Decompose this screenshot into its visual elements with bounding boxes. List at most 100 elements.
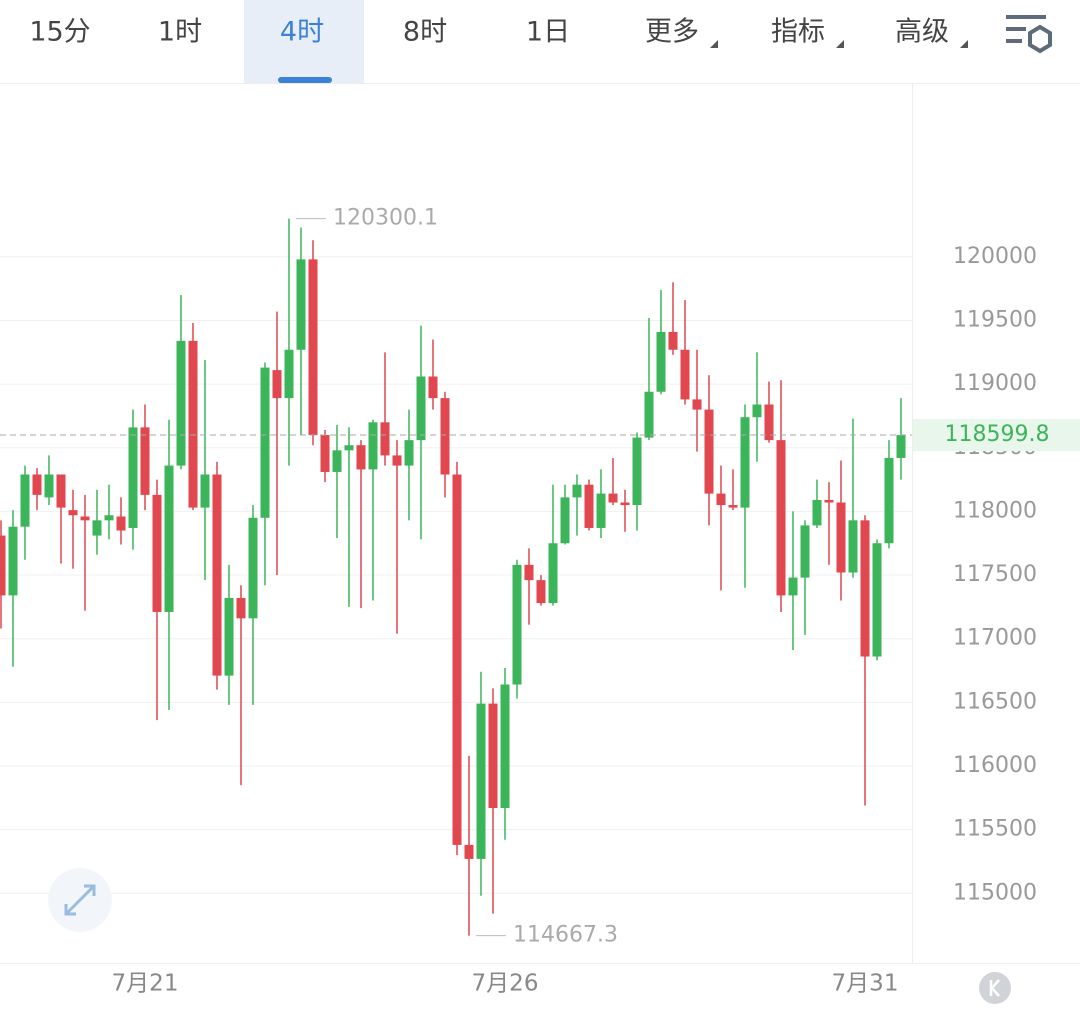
candle-body (728, 505, 738, 508)
candle-body (836, 502, 846, 573)
candle-body (848, 520, 858, 573)
x-tick-label: 7月26 (472, 971, 539, 997)
tab[interactable]: 1日 (526, 17, 570, 48)
candle-body (164, 465, 174, 612)
candle-body (656, 331, 666, 392)
dropdown-arrow (836, 40, 844, 48)
candle-body (488, 703, 498, 808)
candle-body (536, 580, 546, 604)
candle-body (872, 543, 882, 657)
candle-body (200, 474, 210, 508)
candle-body (560, 497, 570, 544)
candle-body (800, 525, 810, 578)
candle-body (680, 349, 690, 400)
candle-body (368, 422, 378, 470)
candle-body (764, 404, 774, 441)
candle-body (884, 457, 894, 544)
k-button[interactable] (979, 972, 1011, 1004)
candle-body (584, 484, 594, 528)
candle-body (452, 474, 462, 845)
candle-body (44, 474, 54, 498)
extreme-label: 114667.3 (513, 923, 618, 948)
expand-icon (64, 884, 96, 916)
last-price-tag (913, 419, 1080, 452)
icon-bar (1006, 15, 1046, 19)
candle-body (92, 520, 102, 536)
toolbar: 15分 1时 4时 8时 1日 更多 指标 高级 (29, 0, 968, 83)
y-tick-label: 115500 (953, 817, 1037, 842)
candle-body (272, 370, 282, 399)
x-tick-label: 7月21 (112, 971, 179, 997)
candle-body (896, 435, 906, 458)
candle-body (620, 502, 630, 506)
candle-body (116, 516, 126, 531)
candle-body (0, 535, 6, 596)
candle-body (440, 398, 450, 475)
k-bg (979, 972, 1011, 1004)
candle-body (500, 684, 510, 808)
tab[interactable]: 8时 (403, 17, 447, 48)
x-tick-label: 7月31 (832, 971, 899, 997)
candle-body (176, 340, 186, 466)
y-tick-label: 118000 (953, 498, 1037, 523)
tab[interactable]: 指标 (771, 17, 825, 48)
candle-body (308, 259, 318, 436)
candle-body (716, 493, 726, 506)
candle-body (260, 367, 270, 518)
tab[interactable]: 4时 (280, 17, 324, 48)
candle-body (608, 493, 618, 503)
y-tick-label: 115000 (953, 880, 1037, 905)
candle-body (704, 409, 714, 494)
y-tick-label: 117500 (953, 562, 1037, 587)
tab[interactable]: 1时 (158, 17, 202, 48)
candle-body (572, 484, 582, 498)
active-tab-bg (244, 0, 364, 83)
extreme-label: 120300.1 (333, 206, 438, 231)
candle-body (140, 427, 150, 495)
candle-body (668, 331, 678, 350)
candle-body (248, 517, 258, 619)
candle-body (548, 543, 558, 604)
candle-body (212, 474, 222, 676)
expand-button[interactable] (48, 868, 112, 932)
candle-body (776, 440, 786, 596)
candle-body (344, 445, 354, 451)
active-tab-indicator (278, 77, 332, 83)
candle-body (392, 455, 402, 466)
candle-body (380, 422, 390, 456)
candle-body (128, 427, 138, 528)
y-tick-label: 119500 (953, 307, 1037, 332)
candle-body (80, 516, 90, 521)
candle-body (644, 391, 654, 438)
candle-body (188, 340, 198, 508)
plot: 115000 115500 116000 116500 117000 117500 1180… (0, 206, 1080, 997)
candle-body (860, 520, 870, 657)
candle-body (524, 564, 534, 581)
candle-body (236, 597, 246, 619)
candle-body (512, 564, 522, 685)
candle-body (104, 515, 114, 521)
candle-body (8, 526, 18, 596)
candle-body (428, 376, 438, 399)
dropdown-arrow (710, 40, 718, 48)
y-tick-label: 116500 (953, 689, 1037, 714)
y-tick-label: 119000 (953, 371, 1037, 396)
candle-body (68, 510, 78, 516)
tab[interactable]: 高级 (895, 17, 949, 48)
k-icon (989, 979, 1000, 997)
dropdown-arrow (960, 40, 968, 48)
settings-icon[interactable] (1006, 15, 1052, 54)
tab[interactable]: 15分 (29, 17, 90, 48)
candle-body (812, 499, 822, 526)
candle-body (824, 499, 834, 503)
candle-body (152, 494, 162, 612)
candle-body (632, 437, 642, 506)
candle-body (404, 440, 414, 466)
candle-body (476, 703, 486, 859)
y-tick-label: 117000 (953, 626, 1037, 651)
candle-body (416, 376, 426, 441)
tab[interactable]: 更多 (645, 17, 699, 48)
candle-body (596, 493, 606, 528)
